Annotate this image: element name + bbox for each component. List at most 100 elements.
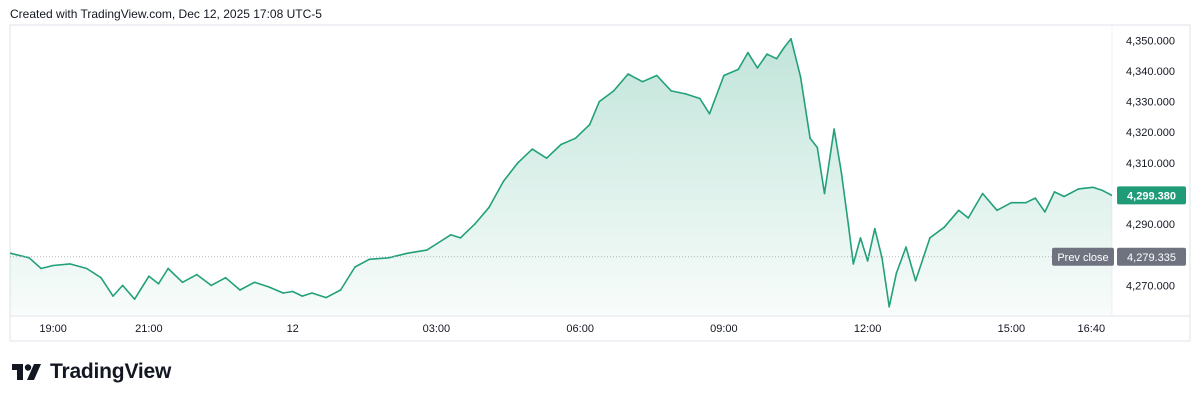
price-line[interactable] [10, 38, 1112, 308]
price-point [1077, 188, 1080, 190]
price-point [1044, 211, 1046, 213]
price-point [301, 295, 304, 297]
last-price-badge: 4,299.380 [1117, 186, 1186, 205]
price-point [1034, 197, 1037, 199]
price-point [996, 209, 998, 212]
plot-border [9, 24, 1191, 342]
brand-name: TradingView [50, 360, 172, 383]
tradingview-logo-icon [12, 364, 41, 380]
y-tick-label: 4,290.000 [1126, 219, 1175, 231]
price-point [852, 263, 855, 265]
price-point [339, 289, 342, 291]
y-tick-label: 4,320.000 [1126, 127, 1175, 139]
price-point [426, 249, 428, 251]
price-point [905, 246, 907, 248]
price-area-fill [10, 38, 1112, 315]
price-point [881, 257, 883, 259]
price-point [325, 296, 328, 299]
y-tick-label: 4,350.000 [1126, 35, 1175, 47]
price-point [574, 137, 577, 140]
price-point [874, 227, 876, 230]
y-tick-label: 4,270.000 [1126, 280, 1175, 292]
price-point [474, 223, 476, 225]
price-point [406, 252, 409, 254]
price-point [859, 237, 862, 239]
tradingview-logo[interactable]: TradingView [12, 360, 171, 384]
price-point [656, 74, 658, 77]
price-point [148, 275, 150, 278]
price-point [545, 157, 548, 159]
price-point [809, 137, 811, 140]
price-point [459, 237, 462, 239]
price-point [69, 263, 71, 265]
price-point [929, 237, 931, 239]
price-point [488, 206, 490, 209]
price-point [502, 180, 505, 182]
price-point [28, 257, 31, 259]
price-point [121, 284, 124, 287]
price-point [253, 281, 256, 284]
price-point [167, 267, 169, 270]
x-tick-label: 16:40 [1078, 323, 1106, 335]
price-point [895, 272, 898, 274]
price-point [737, 68, 740, 71]
price-point [40, 267, 42, 270]
price-point [1101, 189, 1104, 192]
price-point [957, 209, 960, 212]
price-point [157, 283, 160, 285]
price-point [670, 90, 672, 92]
price-point [133, 298, 136, 301]
x-tick-label: 06:00 [566, 323, 594, 335]
price-point [699, 97, 701, 100]
price-point [435, 243, 438, 245]
prev-close-value: 4,279.335 [1127, 252, 1176, 264]
price-point [311, 292, 313, 294]
price-point [847, 224, 850, 227]
price-point [210, 284, 212, 287]
prev-close-badge: Prev close 4,279.335 [1052, 247, 1186, 266]
price-point [816, 146, 819, 149]
prev-close-value-bg [1117, 247, 1186, 266]
chart-credit: Created with TradingView.com, Dec 12, 20… [10, 7, 322, 21]
price-point [196, 273, 198, 276]
price-point [1053, 191, 1056, 193]
price-point [112, 295, 114, 297]
price-point [598, 100, 601, 103]
y-tick-label: 4,330.000 [1126, 97, 1175, 109]
price-point [967, 217, 970, 219]
price-point [790, 38, 792, 40]
price-point [450, 234, 452, 236]
price-point [1111, 194, 1112, 197]
price-point [823, 192, 826, 195]
price-point [517, 162, 519, 164]
price-chart[interactable]: 4,270.0004,290.0004,300.0004,310.0004,32… [0, 0, 1200, 345]
price-point [354, 266, 356, 268]
price-point [52, 264, 54, 267]
price-point [756, 67, 759, 69]
x-tick-label: 09:00 [710, 323, 738, 335]
price-point [833, 128, 835, 130]
x-tick-label: 12 [287, 323, 299, 335]
price-point [775, 57, 778, 60]
price-point [239, 289, 241, 291]
price-point [627, 73, 629, 75]
price-point [612, 90, 615, 92]
price-point [1025, 201, 1027, 204]
price-point [684, 93, 687, 95]
price-point [10, 252, 11, 254]
price-point [866, 260, 869, 262]
price-point [1063, 195, 1065, 198]
price-point [100, 276, 102, 279]
prev-close-tag: Prev close [1057, 252, 1108, 264]
x-tick-label: 03:00 [423, 323, 451, 335]
price-point [291, 290, 294, 293]
prev-close-tag-bg [1052, 247, 1114, 266]
price-point [708, 113, 711, 115]
price-point [981, 192, 984, 195]
price-point [85, 267, 88, 270]
price-point [799, 76, 802, 78]
x-tick-label: 21:00 [135, 323, 163, 335]
price-point [1010, 201, 1013, 204]
price-point [840, 171, 843, 173]
price-point [766, 53, 768, 55]
